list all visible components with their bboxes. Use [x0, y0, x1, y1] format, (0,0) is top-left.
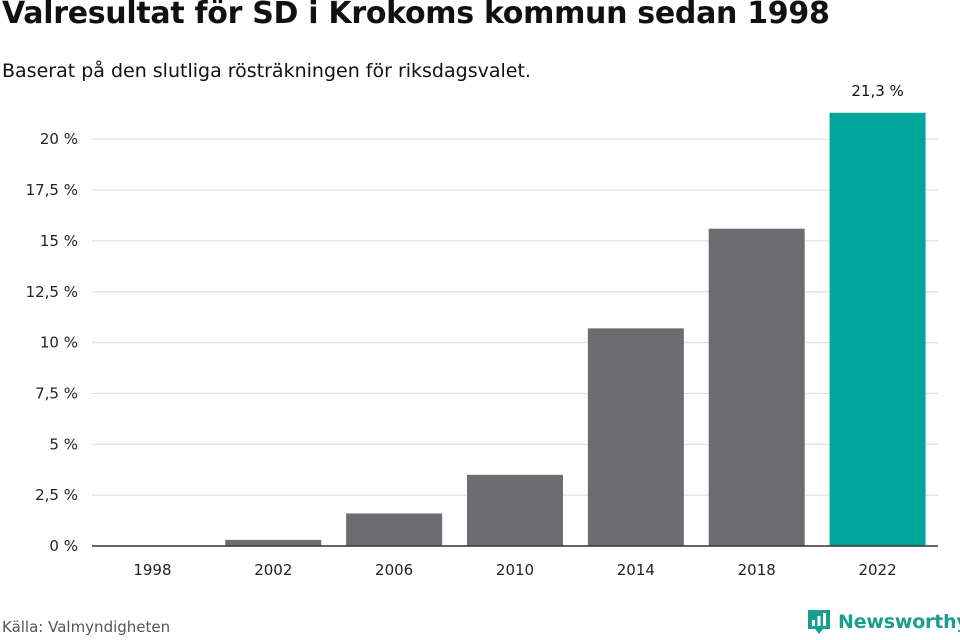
y-tick-label: 20 %	[40, 130, 78, 148]
data-label: 21,3 %	[851, 82, 903, 100]
y-tick-label: 15 %	[40, 232, 78, 250]
x-tick-label: 2002	[254, 561, 292, 579]
y-tick-label: 2,5 %	[35, 486, 78, 504]
chart-title: Valresultat för SD i Krokoms kommun seda…	[2, 0, 830, 31]
y-tick-label: 10 %	[40, 334, 78, 352]
y-tick-label: 7,5 %	[35, 384, 78, 402]
bar-2014	[587, 328, 684, 546]
bar-2010	[467, 474, 563, 546]
x-tick-label: 1998	[133, 561, 171, 579]
bars	[225, 112, 926, 547]
x-axis-ticks: 1998 2002 2006 2010 2014 2018 2022	[133, 561, 896, 579]
x-tick-label: 2014	[617, 561, 655, 579]
x-tick-label: 2006	[375, 561, 413, 579]
newsworthy-logo-icon	[808, 610, 830, 634]
y-tick-label: 17,5 %	[26, 181, 78, 199]
x-tick-label: 2018	[738, 561, 776, 579]
x-tick-label: 2022	[858, 561, 896, 579]
brand-logo: Newsworthy	[806, 608, 960, 636]
bar-2006	[346, 513, 443, 546]
y-tick-label: 5 %	[49, 435, 78, 453]
y-axis-ticks: 0 % 2,5 % 5 % 7,5 % 10 % 12,5 % 15 % 17,5 % 20 %	[26, 130, 78, 555]
chart-subtitle: Baserat på den slutliga rösträkningen fö…	[2, 60, 531, 82]
brand-name: Newsworthy	[838, 611, 960, 633]
gridlines	[92, 138, 938, 496]
y-tick-label: 12,5 %	[26, 283, 78, 301]
y-tick-label: 0 %	[49, 537, 78, 555]
x-tick-label: 2010	[496, 561, 534, 579]
bar-2018	[708, 228, 805, 547]
data-labels: 21,3 %	[851, 82, 903, 100]
bar-2002	[225, 539, 322, 546]
bar-2022	[829, 112, 926, 547]
source-note: Källa: Valmyndigheten	[2, 618, 171, 636]
